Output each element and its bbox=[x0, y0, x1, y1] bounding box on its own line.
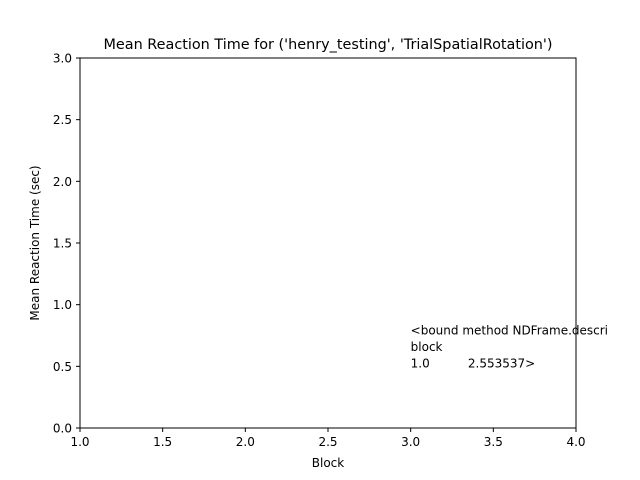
x-tick-label: 3.5 bbox=[484, 435, 503, 449]
x-tick-label: 1.5 bbox=[153, 435, 172, 449]
y-tick-label: 3.0 bbox=[53, 52, 72, 66]
y-axis: 0.0 0.5 1.0 1.5 2.0 2.5 3.0 bbox=[53, 52, 80, 436]
y-tick-label: 1.0 bbox=[53, 298, 72, 312]
annotation-text: 1.0 2.553537> bbox=[411, 356, 536, 370]
annotation-text: block bbox=[411, 340, 443, 354]
annotations: <bound method NDFrame.descri block 1.0 2.5… bbox=[411, 323, 608, 370]
x-tick-label: 1.0 bbox=[70, 435, 89, 449]
annotation-text: <bound method NDFrame.descri bbox=[411, 323, 608, 337]
plot-area: 1.0 1.5 2.0 2.5 3.0 3.5 4.0 0.0 0.5 1.0 1.5 2.0 2.5… bbox=[53, 52, 608, 450]
x-axis: 1.0 1.5 2.0 2.5 3.0 3.5 4.0 bbox=[70, 428, 586, 449]
x-tick-label: 3.0 bbox=[401, 435, 420, 449]
y-tick-label: 2.0 bbox=[53, 175, 72, 189]
y-tick-label: 0.5 bbox=[53, 360, 72, 374]
y-axis-label: Mean Reaction Time (sec) bbox=[28, 165, 42, 320]
y-tick-label: 0.0 bbox=[53, 422, 72, 436]
x-tick-label: 2.5 bbox=[318, 435, 337, 449]
y-tick-label: 1.5 bbox=[53, 237, 72, 251]
x-tick-label: 2.0 bbox=[236, 435, 255, 449]
chart-title: Mean Reaction Time for ('henry_testing',… bbox=[104, 37, 553, 53]
y-tick-label: 2.5 bbox=[53, 113, 72, 127]
x-axis-label: Block bbox=[312, 456, 345, 470]
x-tick-label: 4.0 bbox=[566, 435, 585, 449]
axes-frame bbox=[79, 57, 577, 429]
